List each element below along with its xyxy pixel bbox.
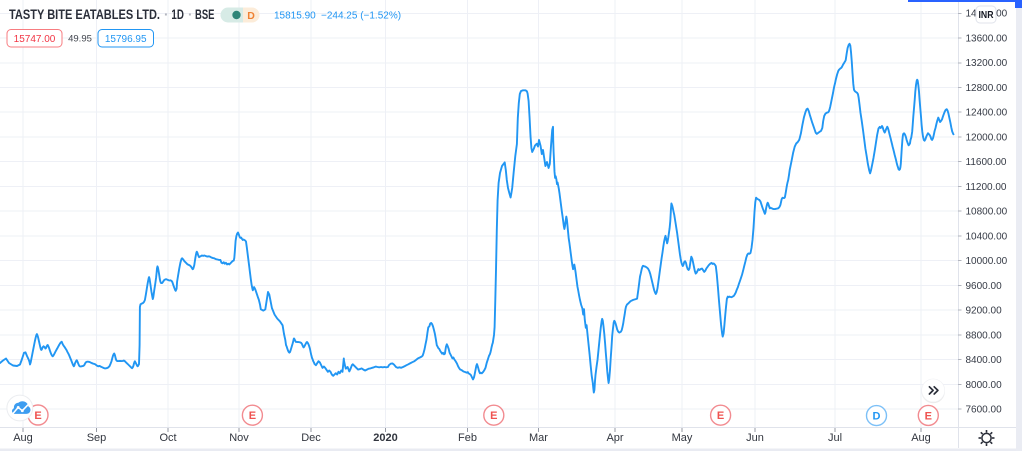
svg-text:Aug: Aug — [13, 432, 33, 444]
svg-text:E: E — [490, 410, 497, 422]
svg-text:1D: 1D — [171, 7, 184, 22]
svg-text:10800.00: 10800.00 — [966, 207, 1008, 218]
svg-text:E: E — [925, 410, 932, 422]
svg-text:D: D — [873, 411, 881, 423]
svg-text:Oct: Oct — [159, 432, 176, 444]
svg-text:Nov: Nov — [229, 432, 249, 444]
svg-text:8800.00: 8800.00 — [966, 330, 1003, 341]
svg-text:Aug: Aug — [911, 432, 931, 444]
svg-text:E: E — [717, 410, 724, 422]
svg-text:Jun: Jun — [746, 432, 764, 444]
svg-text:10400.00: 10400.00 — [966, 231, 1008, 242]
svg-text:·: · — [188, 7, 193, 22]
svg-text:11200.00: 11200.00 — [966, 182, 1007, 193]
svg-text:2020: 2020 — [373, 432, 397, 444]
svg-text:49.95: 49.95 — [68, 34, 92, 45]
svg-text:INR: INR — [979, 10, 995, 21]
svg-text:13600.00: 13600.00 — [966, 33, 1008, 44]
svg-text:8400.00: 8400.00 — [966, 355, 1003, 366]
svg-text:D: D — [247, 10, 255, 22]
svg-text:Dec: Dec — [301, 432, 321, 444]
svg-text:−244.25 (−1.52%): −244.25 (−1.52%) — [321, 11, 401, 22]
svg-text:Sep: Sep — [87, 432, 107, 444]
svg-text:·: · — [164, 7, 169, 22]
svg-text:15796.95: 15796.95 — [105, 34, 147, 45]
svg-text:E: E — [249, 410, 256, 422]
svg-text:15747.00: 15747.00 — [14, 34, 56, 45]
svg-text:13200.00: 13200.00 — [966, 58, 1008, 69]
svg-text:11600.00: 11600.00 — [966, 157, 1007, 168]
svg-text:12400.00: 12400.00 — [966, 108, 1008, 119]
svg-text:BSE: BSE — [195, 7, 215, 22]
svg-text:Jul: Jul — [828, 432, 842, 444]
svg-text:10000.00: 10000.00 — [966, 256, 1008, 267]
svg-text:May: May — [672, 432, 693, 444]
svg-text:8000.00: 8000.00 — [966, 380, 1003, 391]
svg-text:9200.00: 9200.00 — [966, 306, 1003, 317]
svg-text:12000.00: 12000.00 — [966, 132, 1008, 143]
svg-text:TASTY BITE EATABLES LTD.: TASTY BITE EATABLES LTD. — [9, 7, 160, 22]
svg-text:E: E — [34, 410, 41, 422]
svg-text:15815.90: 15815.90 — [274, 11, 316, 22]
svg-text:7600.00: 7600.00 — [966, 405, 1003, 416]
svg-text:9600.00: 9600.00 — [966, 281, 1003, 292]
svg-text:12800.00: 12800.00 — [966, 83, 1008, 94]
svg-text:Mar: Mar — [529, 432, 548, 444]
svg-text:Feb: Feb — [458, 432, 477, 444]
svg-text:Apr: Apr — [606, 432, 623, 444]
